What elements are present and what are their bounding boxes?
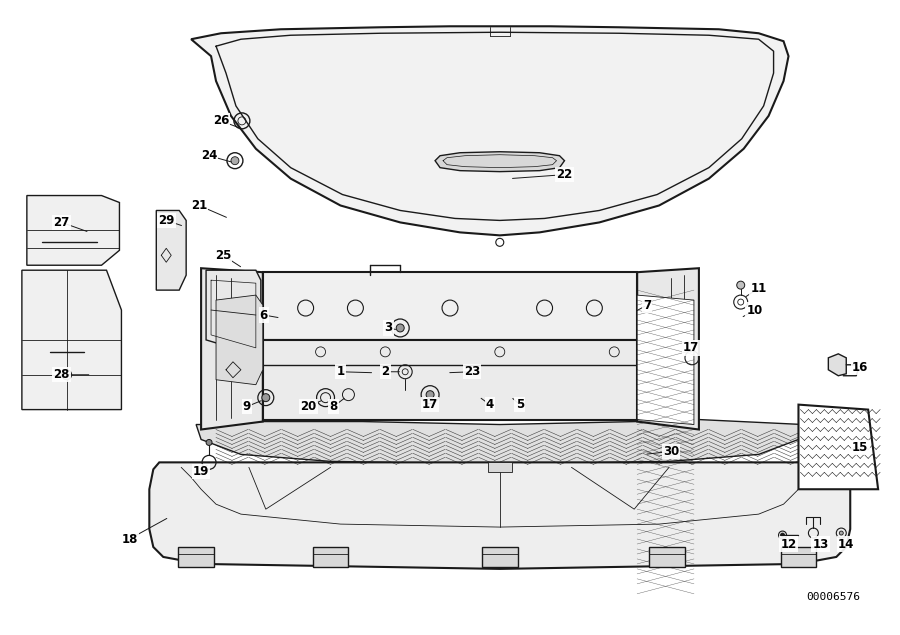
- Polygon shape: [196, 420, 804, 464]
- Text: 2: 2: [382, 365, 390, 378]
- Polygon shape: [191, 26, 788, 236]
- Polygon shape: [798, 404, 878, 489]
- Polygon shape: [22, 271, 122, 410]
- Bar: [312, 547, 348, 567]
- Text: 6: 6: [260, 309, 268, 321]
- Text: 3: 3: [384, 321, 392, 335]
- Text: 10: 10: [746, 304, 763, 316]
- Polygon shape: [828, 354, 846, 376]
- Text: 7: 7: [644, 298, 652, 312]
- Text: 29: 29: [158, 214, 175, 227]
- Text: 8: 8: [329, 400, 338, 413]
- Text: 18: 18: [122, 533, 138, 545]
- Circle shape: [840, 531, 843, 535]
- Polygon shape: [206, 271, 261, 355]
- Text: 14: 14: [838, 537, 854, 551]
- Text: 20: 20: [301, 400, 317, 413]
- Circle shape: [206, 439, 212, 445]
- Text: 4: 4: [486, 398, 494, 411]
- Circle shape: [396, 324, 404, 332]
- Text: 00006576: 00006576: [806, 592, 860, 602]
- Polygon shape: [216, 295, 263, 385]
- Bar: [780, 547, 816, 567]
- Circle shape: [426, 391, 434, 399]
- Text: 25: 25: [215, 249, 231, 262]
- Text: 27: 27: [54, 216, 70, 229]
- Bar: [178, 547, 214, 567]
- Text: 12: 12: [780, 537, 796, 551]
- Bar: [488, 462, 512, 472]
- Polygon shape: [637, 268, 699, 429]
- Text: 26: 26: [212, 114, 230, 128]
- Text: 19: 19: [193, 465, 210, 478]
- Polygon shape: [435, 152, 564, 171]
- Polygon shape: [149, 462, 850, 569]
- Polygon shape: [637, 295, 694, 425]
- Circle shape: [62, 370, 72, 380]
- Text: 30: 30: [663, 445, 680, 458]
- Text: 16: 16: [852, 361, 868, 374]
- Text: 5: 5: [516, 398, 524, 411]
- Polygon shape: [263, 272, 637, 340]
- Polygon shape: [201, 268, 263, 429]
- Text: 17: 17: [422, 398, 438, 411]
- Polygon shape: [157, 210, 186, 290]
- Text: 1: 1: [337, 365, 345, 378]
- Bar: [482, 547, 517, 567]
- Circle shape: [231, 157, 239, 164]
- Text: 22: 22: [556, 168, 572, 181]
- Text: 11: 11: [751, 282, 767, 295]
- Text: 17: 17: [683, 342, 699, 354]
- Circle shape: [737, 281, 744, 289]
- Circle shape: [262, 394, 270, 401]
- Polygon shape: [27, 196, 120, 265]
- Text: 13: 13: [812, 537, 829, 551]
- Text: 28: 28: [53, 368, 70, 381]
- Bar: [649, 547, 685, 567]
- Text: 23: 23: [464, 365, 480, 378]
- Text: 21: 21: [191, 199, 207, 212]
- Circle shape: [780, 533, 785, 537]
- Text: 9: 9: [243, 400, 251, 413]
- Text: 15: 15: [852, 441, 868, 454]
- Text: 24: 24: [201, 149, 217, 162]
- Polygon shape: [263, 340, 637, 420]
